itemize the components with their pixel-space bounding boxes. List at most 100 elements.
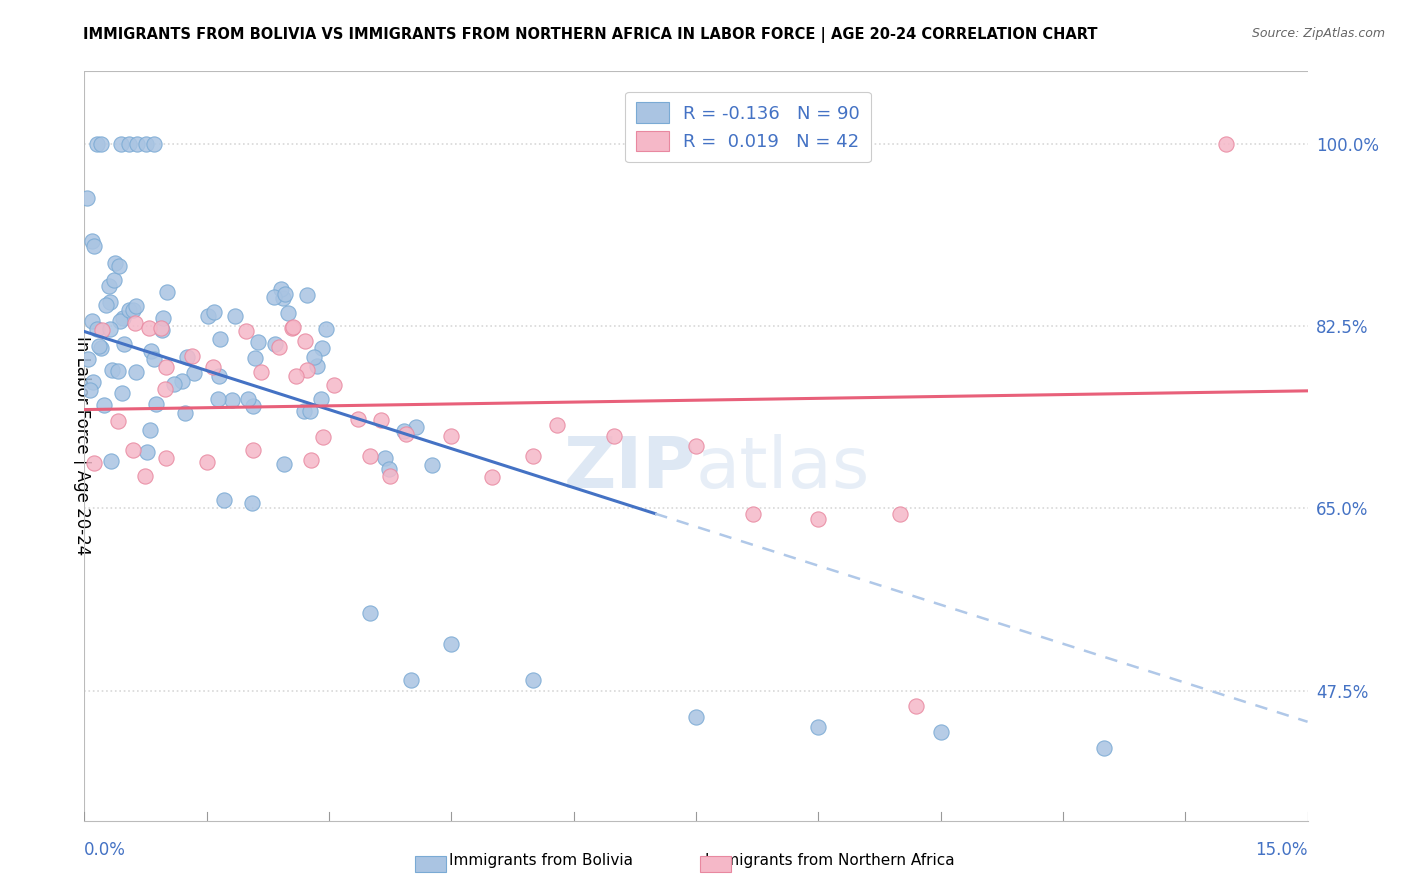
Text: 15.0%: 15.0% (1256, 841, 1308, 860)
Point (247, 334, 270, 349)
Point (135, 137, 157, 152)
Point (214, 493, 236, 508)
Point (294, 334, 316, 348)
Point (392, 424, 415, 438)
Point (378, 462, 401, 476)
Point (250, 365, 273, 379)
Point (236, 392, 259, 406)
Point (481, 470, 503, 484)
Point (121, 443, 143, 458)
Point (399, 673, 422, 688)
Point (685, 439, 707, 453)
Point (138, 321, 160, 335)
Point (118, 137, 141, 152)
Text: Immigrants from Bolivia: Immigrants from Bolivia (450, 854, 633, 868)
Point (100, 454, 122, 468)
Point (183, 366, 205, 380)
Point (285, 369, 308, 384)
Point (176, 350, 198, 364)
Point (180, 349, 202, 363)
Point (405, 420, 427, 434)
Point (807, 720, 830, 734)
Point (273, 457, 295, 471)
Point (197, 309, 219, 323)
Point (312, 430, 335, 444)
Point (395, 427, 418, 442)
Point (240, 496, 263, 510)
Point (440, 428, 463, 442)
Point (83, 456, 105, 470)
Point (170, 374, 193, 388)
Point (101, 363, 124, 377)
Point (208, 368, 231, 383)
Point (522, 673, 544, 688)
Point (243, 351, 266, 366)
Point (107, 414, 129, 428)
Point (235, 324, 257, 338)
Point (270, 282, 292, 296)
Point (380, 469, 402, 483)
Point (145, 397, 167, 411)
Point (98, 279, 121, 293)
Point (1215, 137, 1237, 152)
Point (107, 259, 129, 273)
Point (86, 137, 108, 152)
Point (440, 637, 463, 651)
Point (242, 443, 264, 458)
Point (93, 398, 115, 412)
Point (359, 606, 381, 620)
Point (292, 404, 315, 418)
Legend: R = -0.136   N = 90, R =  0.019   N = 42: R = -0.136 N = 90, R = 0.019 N = 42 (626, 92, 870, 162)
Point (82, 376, 104, 390)
Point (163, 376, 186, 391)
Point (104, 256, 127, 270)
Point (304, 350, 326, 364)
Point (374, 450, 396, 465)
Point (929, 725, 952, 739)
Point (90, 322, 112, 336)
Point (153, 382, 176, 396)
Point (174, 406, 197, 420)
Point (299, 453, 322, 467)
Point (118, 303, 141, 318)
Point (603, 428, 626, 442)
Text: atlas: atlas (696, 434, 870, 503)
Point (90, 341, 112, 355)
Point (1092, 740, 1115, 755)
Point (124, 316, 146, 330)
Point (370, 413, 392, 427)
Point (110, 137, 132, 152)
Point (96, 298, 118, 312)
Point (79, 383, 101, 397)
Point (134, 468, 156, 483)
Point (82, 314, 104, 328)
Point (202, 359, 225, 374)
Point (315, 322, 337, 336)
Text: Immigrants from Northern Africa: Immigrants from Northern Africa (704, 854, 955, 868)
Point (107, 364, 129, 378)
Y-axis label: In Labor Force | Age 20-24: In Labor Force | Age 20-24 (73, 336, 91, 556)
Point (271, 291, 294, 305)
Point (264, 337, 287, 351)
Point (267, 340, 290, 354)
Point (299, 403, 322, 417)
Point (142, 352, 165, 367)
Point (281, 321, 304, 335)
Point (127, 137, 149, 152)
Point (124, 365, 146, 379)
Point (224, 309, 246, 323)
Point (242, 399, 264, 413)
Point (263, 290, 285, 304)
Point (311, 341, 333, 355)
Point (905, 699, 928, 714)
Text: ZIP: ZIP (564, 434, 696, 503)
Point (139, 423, 162, 437)
Point (889, 507, 911, 521)
Point (90, 137, 112, 152)
Point (295, 287, 318, 301)
Point (82, 234, 104, 248)
Point (305, 359, 328, 374)
Point (322, 377, 344, 392)
Point (359, 450, 381, 464)
Point (522, 450, 544, 464)
